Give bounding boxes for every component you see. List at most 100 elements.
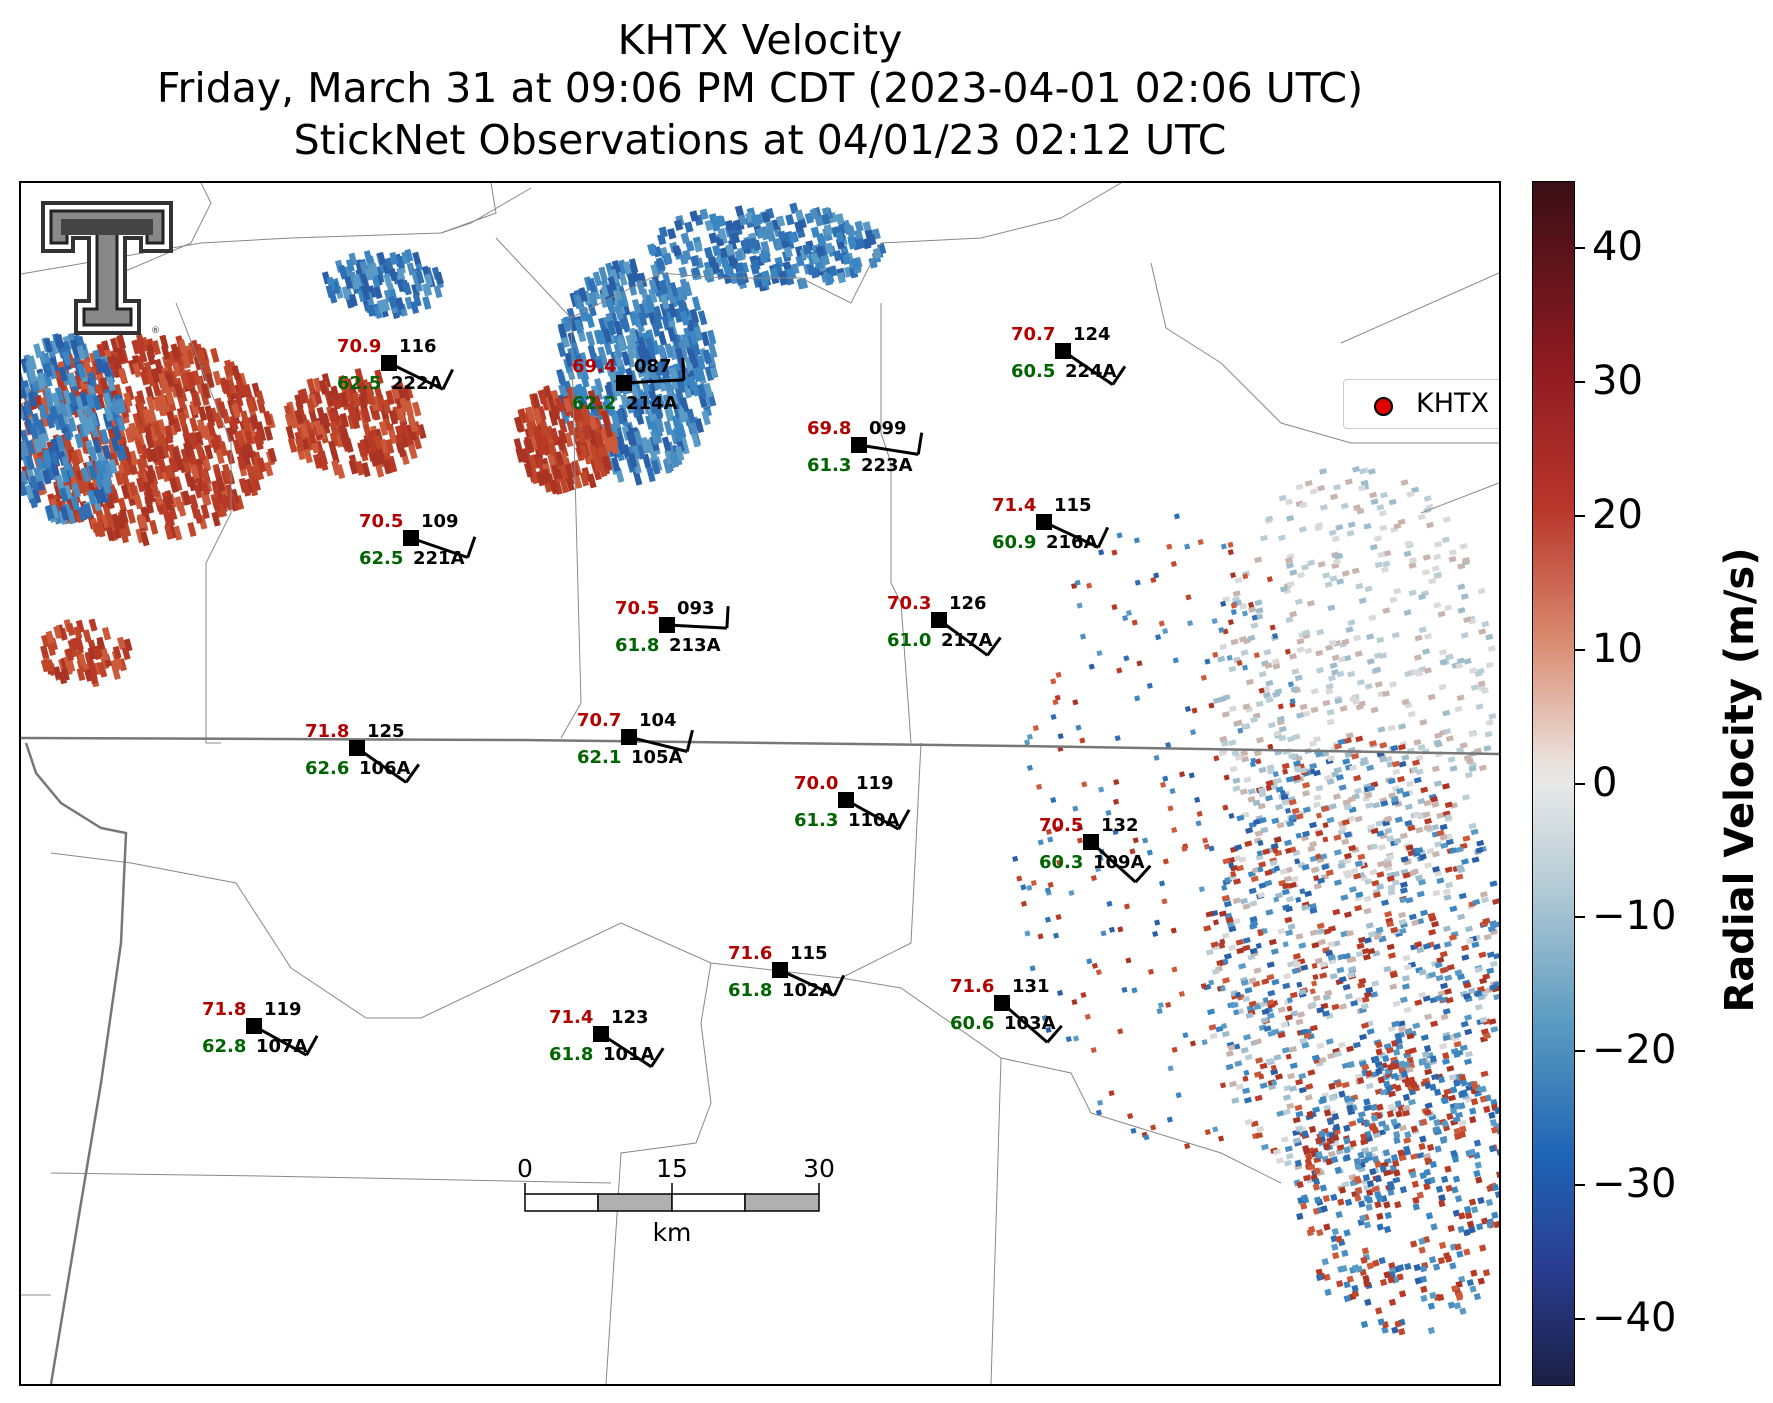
colorbar-tick-mark (1575, 380, 1585, 383)
colorbar-tick-mark (1575, 648, 1585, 651)
station-222A[interactable]: 70.9 116 62.5 222A (337, 336, 454, 394)
wind-barb-staff (628, 735, 688, 753)
wind-barb-staff (600, 1032, 653, 1068)
wind-barb-flag (1134, 864, 1152, 884)
wind-barb-flag (1097, 526, 1110, 549)
wind-barb-flag (650, 1047, 665, 1068)
station-217A[interactable]: 70.3 126 61.0 217A (887, 593, 1002, 657)
station-id: 221A (413, 548, 465, 569)
station-dewpoint: 62.2 (572, 393, 616, 414)
station-marker (994, 995, 1010, 1011)
station-106A[interactable]: 71.8 125 62.6 106A (305, 721, 421, 784)
station-temperature: 70.7 (577, 710, 621, 731)
station-marker (1036, 514, 1052, 530)
wind-barb-flag (833, 974, 846, 997)
colorbar-label: Radial Velocity (m/s) (1717, 547, 1763, 1013)
station-wind-direction: 099 (869, 418, 907, 439)
station-wind-direction: 119 (856, 773, 894, 794)
station-id: 213A (669, 635, 721, 656)
station-wind-direction: 123 (611, 1007, 649, 1028)
radar-map[interactable]: ® 0 15 30 km 70.9 116 62.5 222A 69.4 087 62.2 2… (19, 181, 1501, 1386)
station-wind-direction: 116 (399, 336, 437, 357)
station-dewpoint: 62.1 (577, 747, 621, 768)
station-dewpoint: 61.3 (794, 810, 838, 831)
station-marker (838, 792, 854, 808)
colorbar (1532, 181, 1575, 1386)
colorbar-tick-mark (1575, 1184, 1585, 1187)
sticknet-stations: 70.9 116 62.5 222A 69.4 087 62.2 214A 70.7 124 60.… (202, 324, 1152, 1068)
station-dewpoint: 61.0 (887, 630, 931, 651)
station-dewpoint: 60.5 (1011, 361, 1055, 382)
station-214A[interactable]: 69.4 087 62.2 214A (572, 356, 686, 414)
station-wind-direction: 119 (264, 999, 302, 1020)
title-line-3: StickNet Observations at 04/01/23 02:12 … (293, 116, 1227, 164)
station-id: 109A (1093, 852, 1145, 873)
station-temperature: 71.4 (992, 495, 1036, 516)
scale-tick-2: 30 (803, 1154, 835, 1183)
colorbar-tick-label: 20 (1592, 491, 1643, 538)
scale-tick-1: 15 (656, 1154, 688, 1183)
station-102A[interactable]: 71.6 115 61.8 102A (728, 943, 846, 1001)
wind-barb-staff (388, 361, 444, 391)
station-id: 103A (1004, 1013, 1056, 1034)
station-id: 217A (941, 630, 993, 651)
station-marker (621, 729, 637, 745)
legend-label: KHTX (1416, 388, 1489, 419)
colorbar-tick-mark (1575, 514, 1585, 517)
station-wind-direction: 126 (949, 593, 987, 614)
station-wind-direction: 115 (790, 943, 828, 964)
colorbar-tick-label: −40 (1592, 1295, 1677, 1342)
colorbar-tick-mark (1575, 916, 1585, 919)
wind-barb-staff (410, 536, 469, 559)
station-marker (1055, 343, 1071, 359)
station-temperature: 70.5 (615, 598, 659, 619)
wind-barb-flag (441, 368, 454, 390)
station-marker (349, 740, 365, 756)
station-temperature: 70.9 (337, 336, 381, 357)
station-dewpoint: 61.8 (549, 1044, 593, 1065)
station-103A[interactable]: 71.6 131 60.6 103A (950, 976, 1063, 1044)
station-dewpoint: 61.3 (807, 455, 851, 476)
station-wind-direction: 109 (421, 511, 459, 532)
station-id: 224A (1065, 361, 1117, 382)
station-temperature: 69.8 (807, 418, 851, 439)
station-marker (851, 437, 867, 453)
wind-barb-flag (986, 636, 1002, 657)
colorbar-tick-label: 0 (1592, 759, 1618, 806)
county-boundaries (21, 183, 1499, 1384)
station-213A[interactable]: 70.5 093 61.8 213A (615, 598, 730, 656)
station-224A[interactable]: 70.7 124 60.5 224A (1011, 324, 1127, 386)
colorbar-tick-mark (1575, 1318, 1585, 1321)
station-109A[interactable]: 70.5 132 60.3 109A (1039, 815, 1152, 884)
station-221A[interactable]: 70.5 109 62.5 221A (359, 511, 477, 569)
station-dewpoint: 60.3 (1039, 852, 1083, 873)
station-223A[interactable]: 69.8 099 61.3 223A (807, 418, 924, 476)
station-temperature: 70.5 (1039, 815, 1083, 836)
station-101A[interactable]: 71.4 123 61.8 101A (549, 1007, 665, 1068)
station-wind-direction: 125 (367, 721, 405, 742)
svg-text:®: ® (151, 326, 160, 336)
colorbar-tick-mark (1575, 1050, 1585, 1053)
station-marker (593, 1026, 609, 1042)
scale-unit: km (653, 1218, 692, 1247)
station-107A[interactable]: 71.8 119 62.8 107A (202, 999, 319, 1057)
wind-barb-flag (897, 809, 911, 830)
radar-site-marker-icon (1374, 397, 1393, 416)
colorbar-tick-mark (1575, 246, 1585, 249)
radar-velocity-field (21, 202, 1499, 1336)
scale-tick-0: 0 (517, 1154, 533, 1183)
colorbar-tick-label: 30 (1592, 357, 1643, 404)
station-marker (659, 617, 675, 633)
map-canvas: ® 0 15 30 km 70.9 116 62.5 222A 69.4 087 62.2 2… (21, 183, 1499, 1384)
station-216A[interactable]: 71.4 115 60.9 216A (992, 495, 1110, 553)
station-105A[interactable]: 70.7 104 62.1 105A (577, 710, 694, 768)
station-id: 106A (359, 758, 411, 779)
station-temperature: 70.3 (887, 593, 931, 614)
station-marker (381, 355, 397, 371)
station-dewpoint: 62.5 (359, 548, 403, 569)
colorbar-tick-mark (1575, 782, 1585, 785)
station-id: 110A (848, 810, 900, 831)
station-110A[interactable]: 70.0 119 61.3 110A (794, 773, 911, 831)
scale-bar: 0 15 30 km (517, 1154, 835, 1247)
colorbar-tick-label: 40 (1592, 223, 1643, 270)
